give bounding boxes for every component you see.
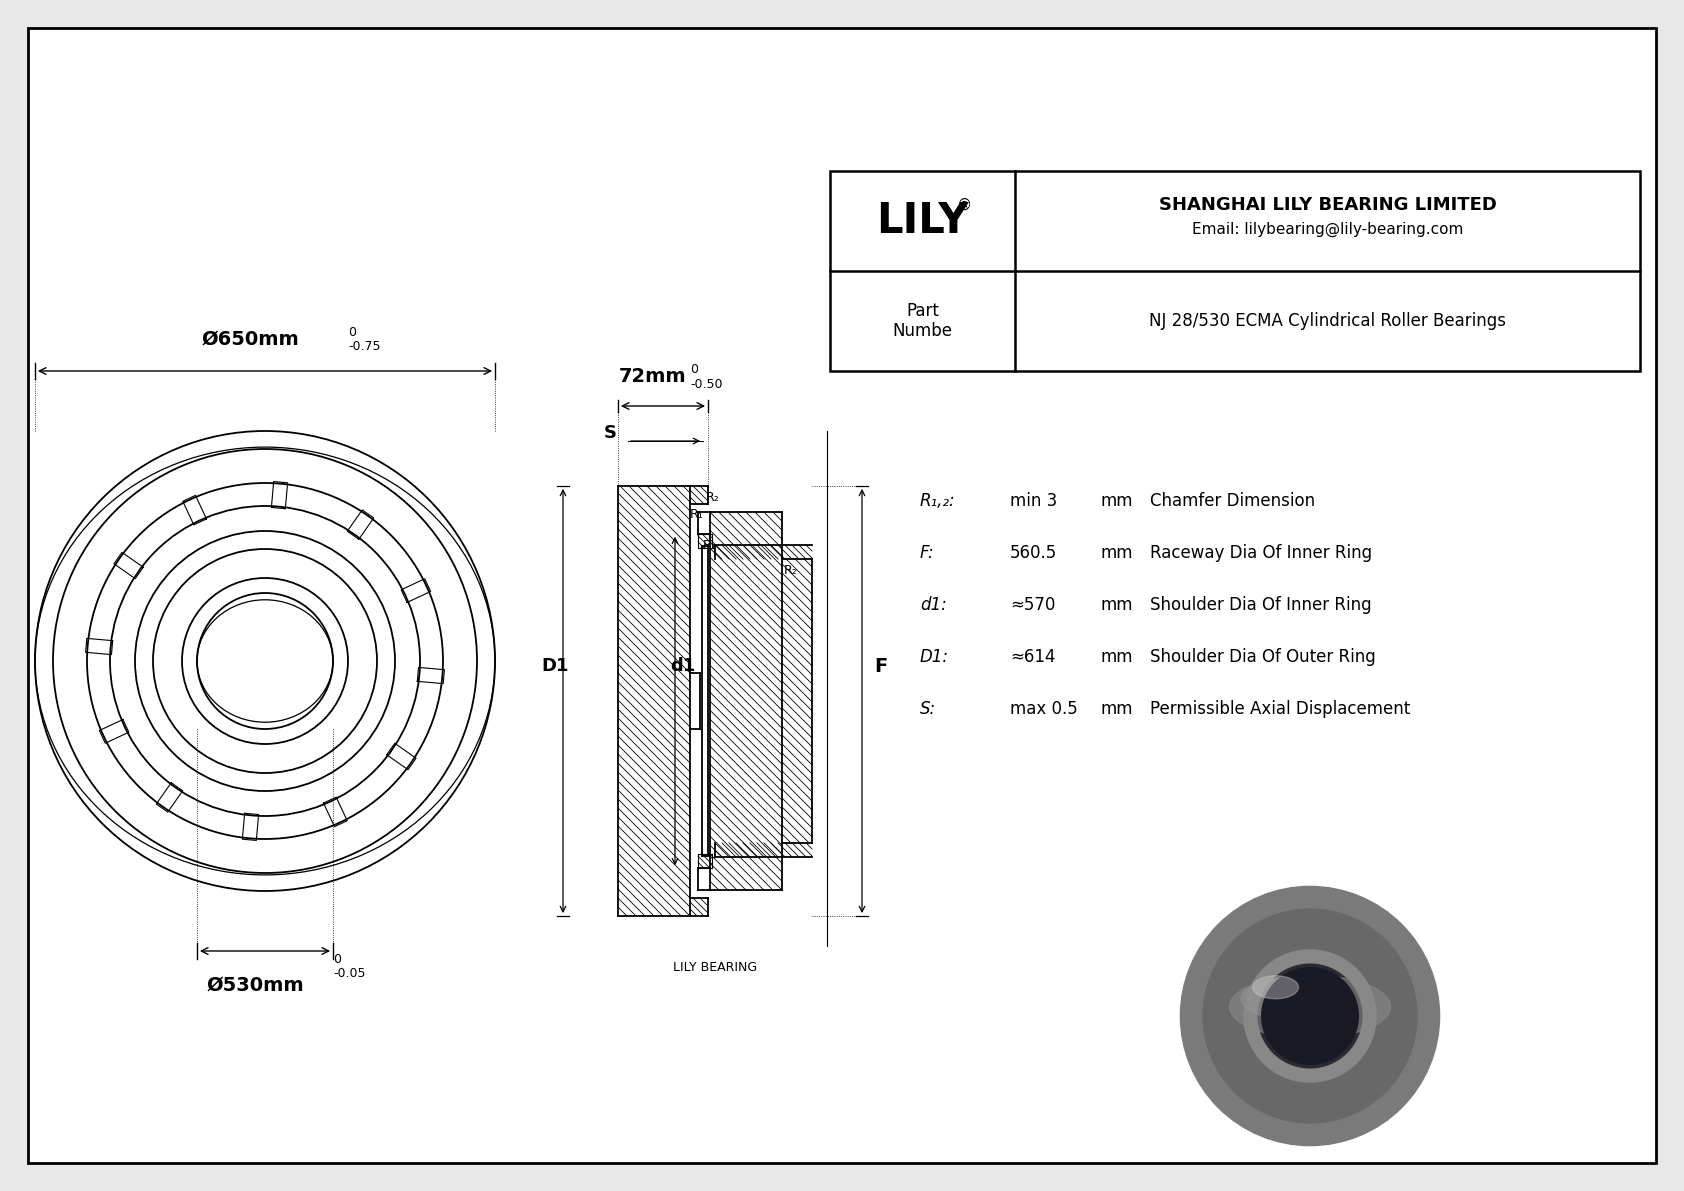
Text: mm: mm bbox=[1100, 596, 1133, 615]
Text: ≈570: ≈570 bbox=[1010, 596, 1056, 615]
Text: NJ 28/530 ECMA Cylindrical Roller Bearings: NJ 28/530 ECMA Cylindrical Roller Bearin… bbox=[1148, 312, 1505, 330]
Ellipse shape bbox=[1241, 979, 1334, 1018]
Text: d1:: d1: bbox=[919, 596, 946, 615]
Circle shape bbox=[1258, 965, 1362, 1068]
PathPatch shape bbox=[781, 559, 812, 843]
PathPatch shape bbox=[697, 534, 712, 548]
Text: mm: mm bbox=[1100, 544, 1133, 562]
Text: R₁: R₁ bbox=[690, 509, 704, 520]
Text: ®: ® bbox=[957, 198, 972, 212]
Text: LILY: LILY bbox=[876, 200, 968, 242]
Text: Raceway Dia Of Inner Ring: Raceway Dia Of Inner Ring bbox=[1150, 544, 1372, 562]
Text: max 0.5: max 0.5 bbox=[1010, 700, 1078, 718]
Circle shape bbox=[1196, 902, 1425, 1131]
PathPatch shape bbox=[690, 898, 707, 916]
PathPatch shape bbox=[716, 545, 812, 559]
Text: SHANGHAI LILY BEARING LIMITED: SHANGHAI LILY BEARING LIMITED bbox=[1159, 197, 1497, 214]
Text: F: F bbox=[874, 656, 887, 675]
Text: R₂: R₂ bbox=[785, 565, 798, 578]
Text: -0.75: -0.75 bbox=[349, 339, 381, 353]
Text: mm: mm bbox=[1100, 492, 1133, 510]
Text: 560.5: 560.5 bbox=[1010, 544, 1058, 562]
PathPatch shape bbox=[690, 486, 707, 504]
Text: D1:: D1: bbox=[919, 648, 950, 666]
Text: D1: D1 bbox=[541, 657, 569, 675]
Text: R₁: R₁ bbox=[702, 538, 717, 551]
Bar bbox=[830, 172, 1640, 372]
PathPatch shape bbox=[711, 512, 781, 890]
PathPatch shape bbox=[697, 854, 712, 868]
Text: min 3: min 3 bbox=[1010, 492, 1058, 510]
Text: F:: F: bbox=[919, 544, 935, 562]
Text: S: S bbox=[603, 424, 616, 442]
Text: 72mm: 72mm bbox=[620, 367, 687, 386]
PathPatch shape bbox=[618, 486, 690, 916]
Text: 0: 0 bbox=[690, 363, 697, 376]
Text: Shoulder Dia Of Outer Ring: Shoulder Dia Of Outer Ring bbox=[1150, 648, 1376, 666]
Text: mm: mm bbox=[1100, 700, 1133, 718]
Text: mm: mm bbox=[1100, 648, 1133, 666]
Text: LILY BEARING: LILY BEARING bbox=[674, 961, 758, 974]
Text: Ø530mm: Ø530mm bbox=[205, 975, 303, 994]
Text: Part
Numbe: Part Numbe bbox=[893, 301, 953, 341]
Text: -0.05: -0.05 bbox=[333, 967, 365, 980]
Ellipse shape bbox=[1229, 975, 1391, 1039]
Text: R₂: R₂ bbox=[706, 491, 719, 504]
Text: -0.50: -0.50 bbox=[690, 378, 722, 391]
Text: S:: S: bbox=[919, 700, 936, 718]
Text: Ø650mm: Ø650mm bbox=[200, 330, 298, 349]
Text: R₁,₂:: R₁,₂: bbox=[919, 492, 955, 510]
Circle shape bbox=[1261, 968, 1359, 1065]
Ellipse shape bbox=[1253, 975, 1298, 999]
PathPatch shape bbox=[716, 843, 812, 856]
Text: Email: lilybearing@lily-bearing.com: Email: lilybearing@lily-bearing.com bbox=[1192, 222, 1463, 237]
Text: 0: 0 bbox=[333, 953, 340, 966]
Text: 0: 0 bbox=[349, 326, 355, 339]
Text: Chamfer Dimension: Chamfer Dimension bbox=[1150, 492, 1315, 510]
Text: Permissible Axial Displacement: Permissible Axial Displacement bbox=[1150, 700, 1410, 718]
Text: d1: d1 bbox=[670, 657, 695, 675]
Circle shape bbox=[1202, 909, 1416, 1123]
Text: ≈614: ≈614 bbox=[1010, 648, 1056, 666]
Text: Shoulder Dia Of Inner Ring: Shoulder Dia Of Inner Ring bbox=[1150, 596, 1372, 615]
